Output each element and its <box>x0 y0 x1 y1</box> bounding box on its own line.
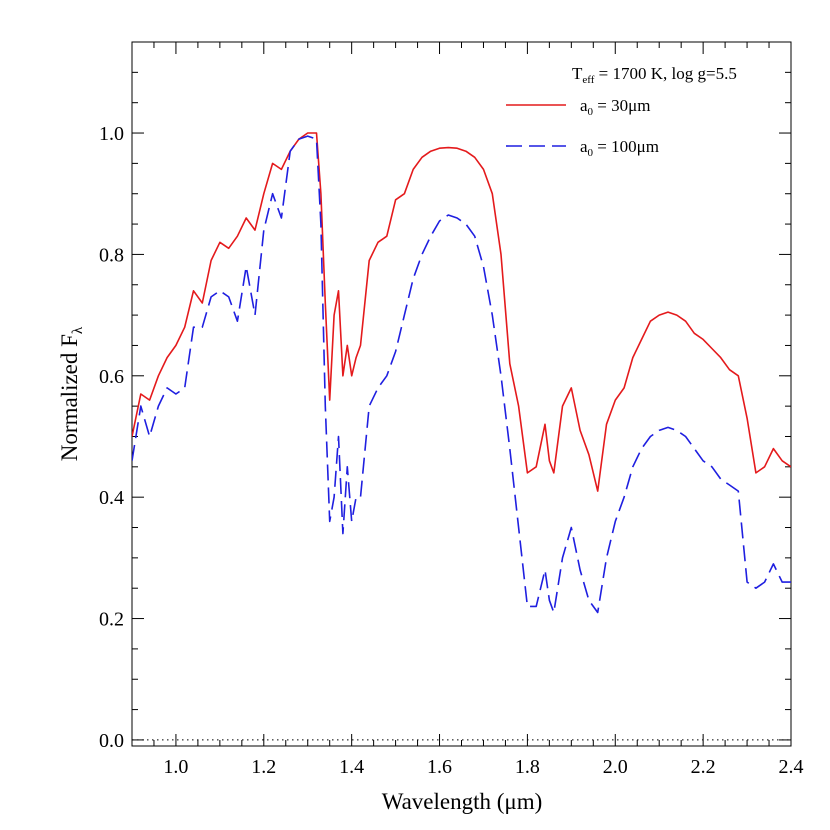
x-tick-labels: 1.0 1.2 1.4 1.6 1.8 2.0 2.2 2.4 <box>163 756 803 778</box>
x-tick-label: 1.6 <box>427 756 452 778</box>
y-axis-label: Normalized Fλ <box>57 326 86 461</box>
y-tick-label: 0.0 <box>99 730 124 752</box>
x-tick-label: 1.8 <box>515 756 540 778</box>
series-line-100um <box>132 135 791 614</box>
y-tick-label: 0.2 <box>99 609 124 631</box>
legend: a0 = 30μm a0 = 100μm <box>506 96 659 159</box>
y-tick-label: 0.4 <box>99 487 124 509</box>
x-tick-label: 2.4 <box>779 756 804 778</box>
x-tick-label: 1.0 <box>163 756 188 778</box>
y-tick-label: 0.8 <box>99 244 124 266</box>
plot-frame <box>131 41 792 747</box>
legend-label-30um: a0 = 30μm <box>580 96 650 118</box>
x-tick-label: 1.4 <box>339 756 364 778</box>
x-tick-label: 1.2 <box>251 756 276 778</box>
x-tick-label: 2.0 <box>603 756 628 778</box>
y-tick-label: 0.6 <box>99 366 124 388</box>
legend-label-100um: a0 = 100μm <box>580 137 659 159</box>
model-parameters-annotation: Teff = 1700 K, log g=5.5 <box>572 64 737 86</box>
y-tick-labels: 0.0 0.2 0.4 0.6 0.8 1.0 <box>99 123 124 752</box>
axis-ticks <box>131 42 792 746</box>
x-tick-label: 2.2 <box>691 756 716 778</box>
y-tick-label: 1.0 <box>99 123 124 145</box>
series-line-30um <box>132 132 791 492</box>
x-axis-label: Wavelength (μm) <box>382 789 543 814</box>
